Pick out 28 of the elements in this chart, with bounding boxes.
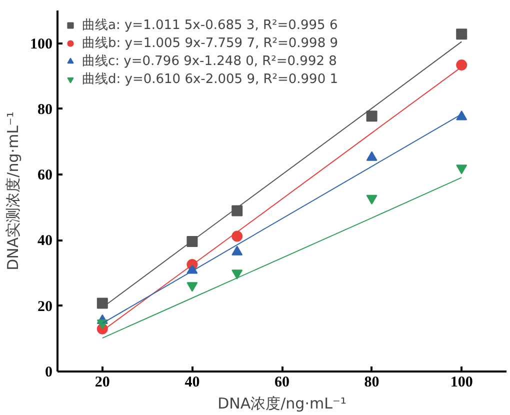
point	[366, 110, 378, 122]
point	[456, 28, 468, 40]
line-series	[102, 177, 462, 339]
legend-label: 曲线c: y=0.796 9x-1.248 0, R²=0.992 8	[82, 53, 337, 70]
y-axis-title: DNA实测浓度/ng·mL⁻¹	[4, 112, 22, 270]
point	[232, 230, 243, 242]
y-tick-label: 0	[45, 364, 52, 380]
x-tick-label: 40	[184, 374, 200, 390]
x-tick-label: 100	[450, 374, 473, 390]
point	[232, 270, 243, 280]
legend-label: 曲线a: y=1.011 5x-0.685 3, R²=0.995 6	[82, 17, 338, 34]
point	[232, 205, 243, 216]
legend-label: 曲线b: y=1.005 9x-7.759 7, R²=0.998 9	[82, 35, 338, 52]
y-tick-label: 100	[30, 36, 52, 52]
x-axis-title: DNA浓度/ng·mL⁻¹	[218, 394, 346, 412]
y-tick-label: 40	[38, 233, 52, 250]
y-tick-label: 60	[38, 168, 52, 184]
y-tick-label: 80	[38, 102, 52, 118]
y-tick-label: 20	[38, 298, 52, 315]
point	[456, 59, 468, 70]
x-tick-label: 80	[364, 374, 380, 390]
point	[366, 194, 378, 204]
point	[456, 164, 468, 174]
legend-label: 曲线d: y=0.610 6x-2.005 9, R²=0.990 1	[82, 71, 338, 88]
x-tick-label: 20	[94, 374, 110, 390]
point	[186, 282, 198, 292]
x-tick-label: 60	[274, 374, 290, 390]
point	[96, 298, 108, 309]
